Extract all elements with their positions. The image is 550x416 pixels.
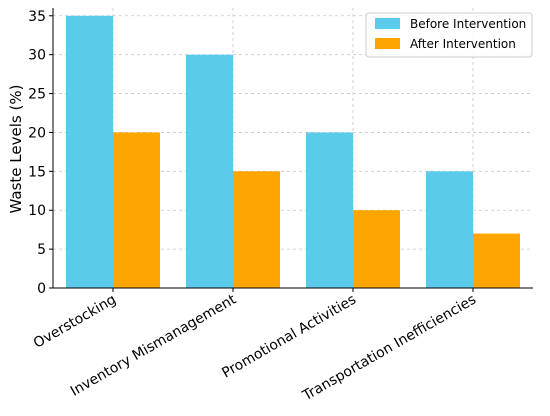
bar-before-1 (186, 54, 233, 288)
y-tick-label: 30 (28, 48, 46, 64)
bar-after-3 (473, 233, 520, 288)
y-tick-label: 10 (28, 203, 46, 219)
bar-after-0 (113, 132, 160, 288)
y-tick-label: 15 (28, 164, 46, 180)
bar-before-0 (66, 15, 113, 289)
y-tick-label: 35 (28, 9, 46, 25)
y-tick-label: 5 (37, 242, 46, 258)
legend-label-before: Before Intervention (410, 17, 526, 31)
legend-swatch-before (375, 18, 400, 29)
legend-frame (365, 12, 533, 58)
legend: Before Intervention After Intervention (365, 12, 533, 58)
legend-swatch-after (375, 38, 400, 49)
y-tick-label: 20 (28, 125, 46, 141)
bar-after-1 (233, 171, 280, 288)
bars (66, 15, 520, 289)
y-tick-label: 25 (28, 87, 46, 103)
bar-before-3 (426, 171, 473, 288)
y-tick-labels: 0 5 10 15 20 25 30 35 (28, 9, 53, 297)
bar-before-2 (306, 132, 353, 288)
y-tick-label: 0 (37, 281, 46, 297)
legend-label-after: After Intervention (410, 37, 516, 51)
y-axis-label: Waste Levels (%) (7, 85, 25, 214)
bar-after-2 (353, 210, 400, 288)
x-tick-label: Overstocking (31, 292, 119, 352)
